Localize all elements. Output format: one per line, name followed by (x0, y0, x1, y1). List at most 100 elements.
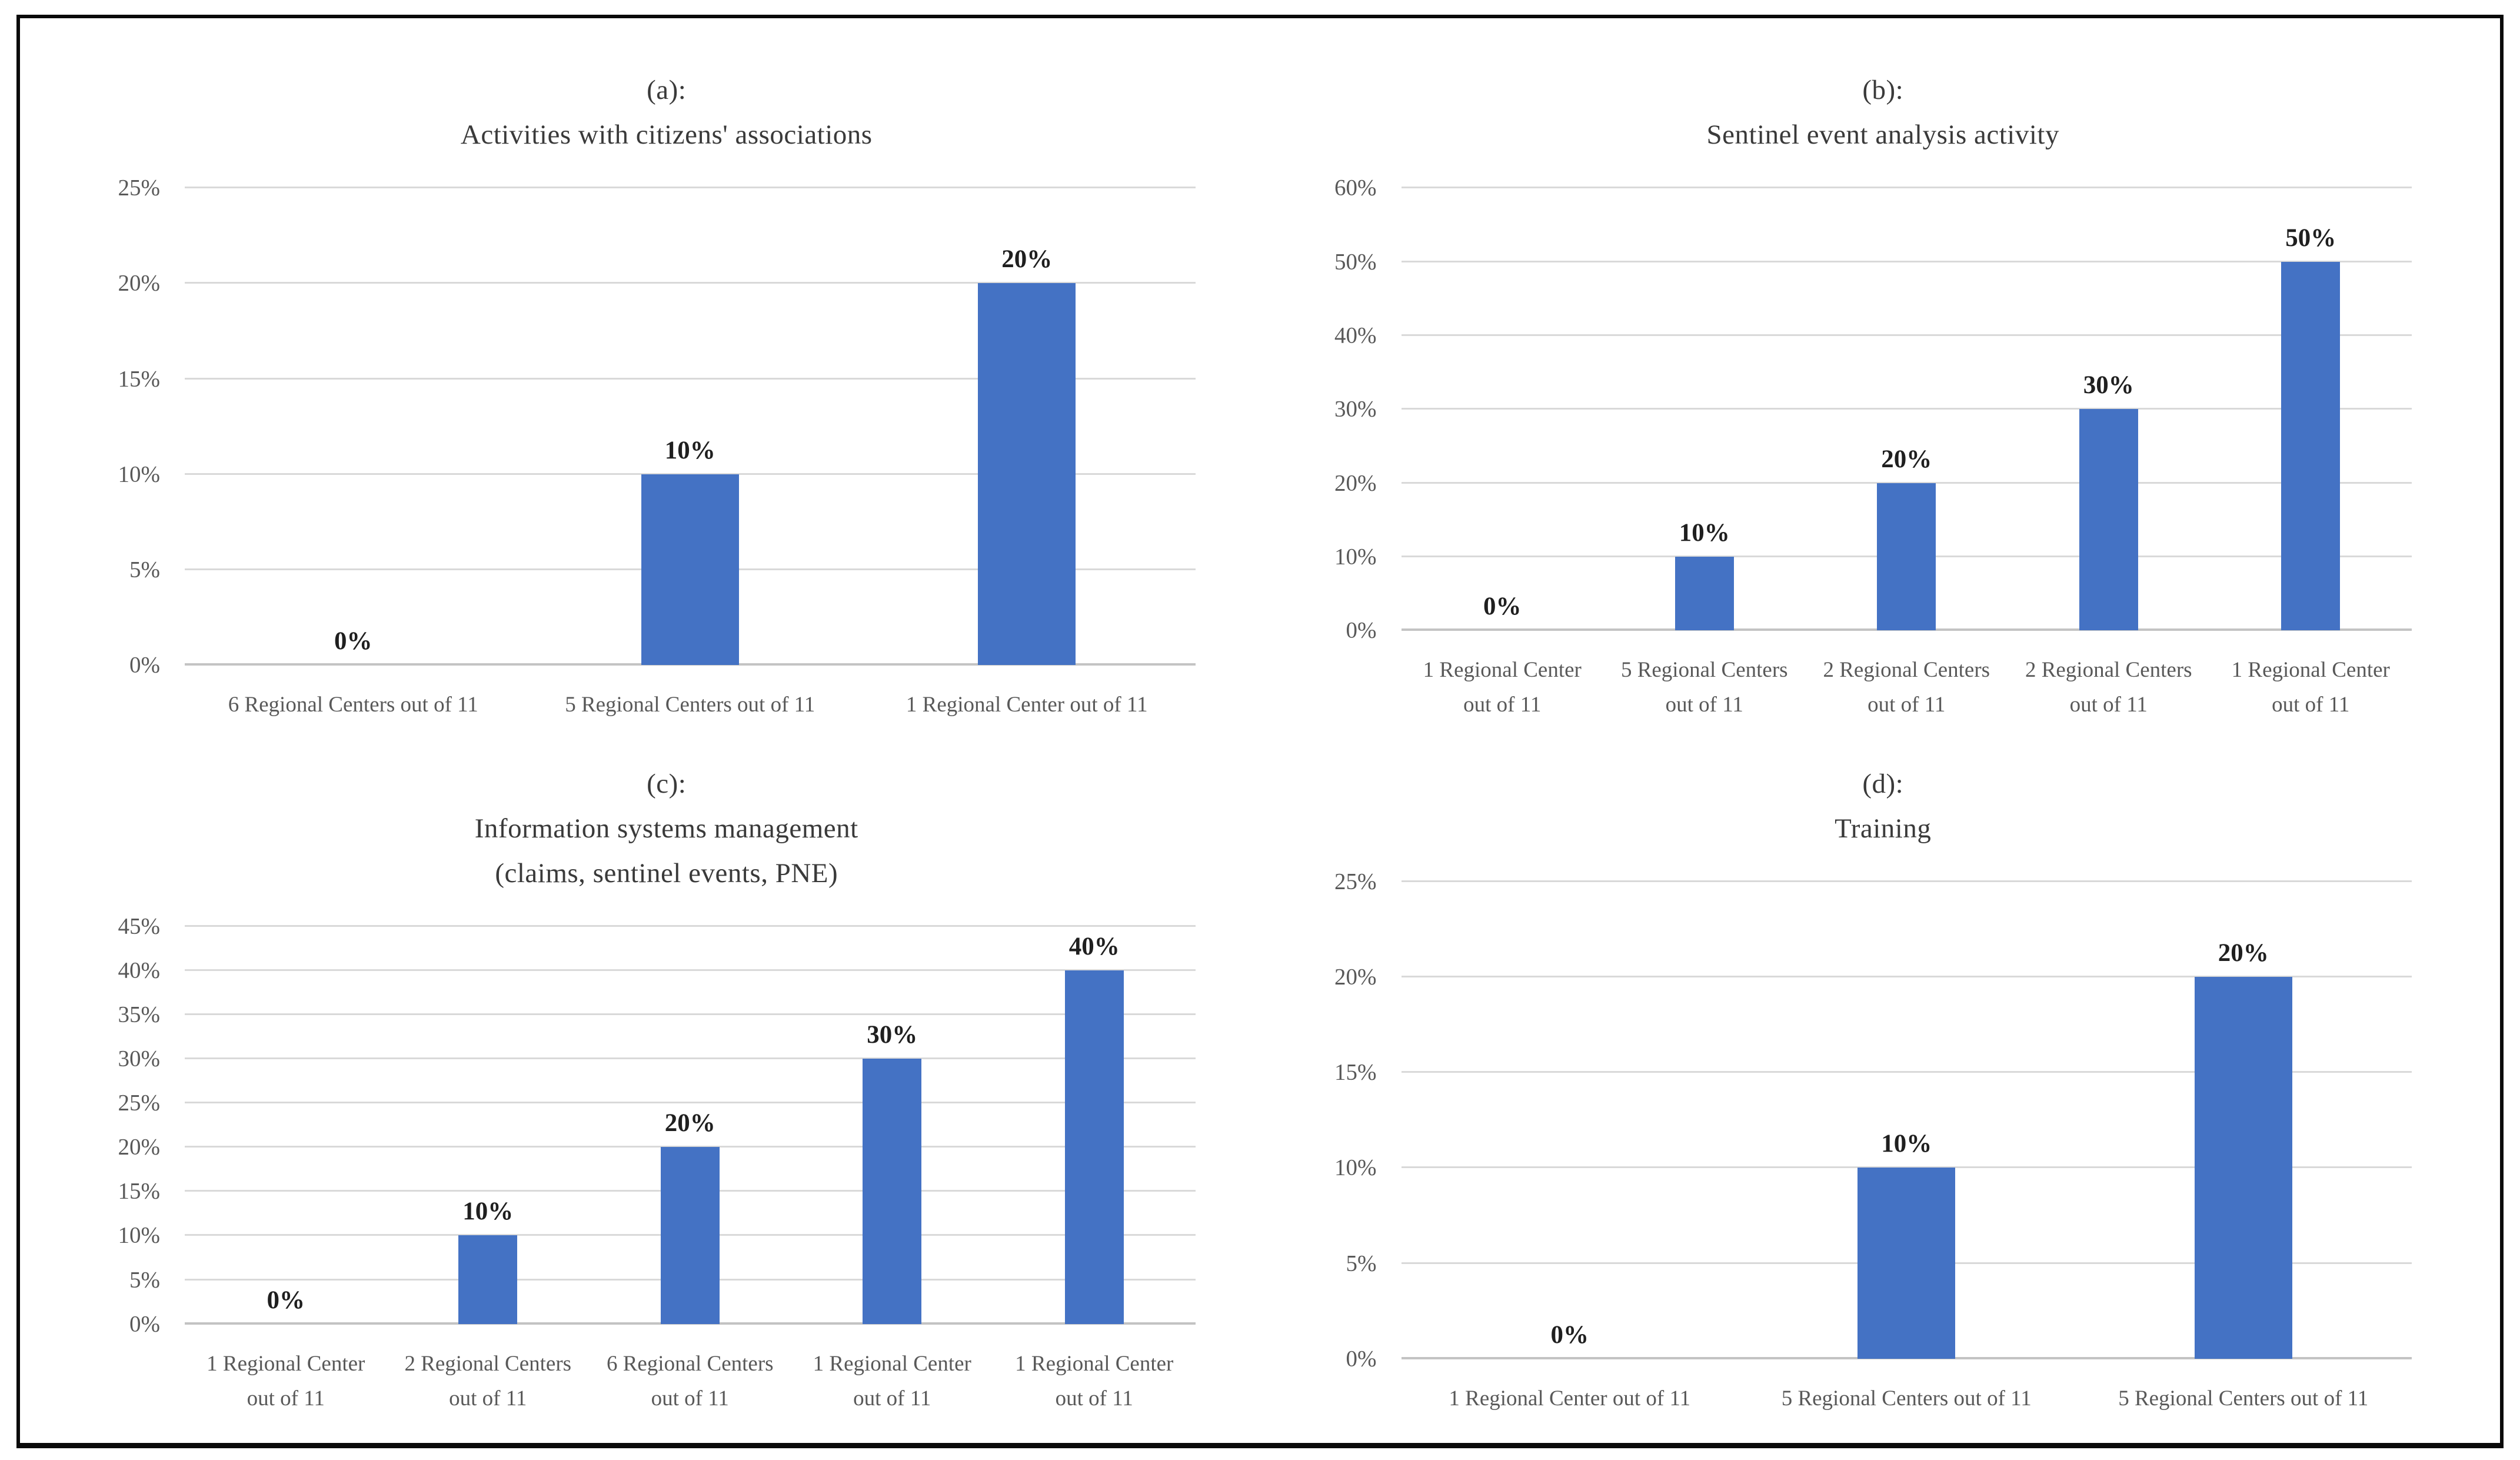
gridline (1401, 880, 2412, 882)
y-tick-label: 10% (118, 1222, 161, 1248)
plot-area: 0% 10% 20% (185, 187, 1196, 666)
x-category-label-line: 1 Regional Center out of 11 (906, 693, 1148, 717)
bar-value-label: 20% (1001, 245, 1053, 274)
bar-value-label: 10% (664, 436, 715, 464)
chart-title-line: (c): (647, 768, 687, 799)
bar-value-label: 0% (334, 627, 372, 656)
chart-title-line: Activities with citizens' associations (460, 119, 873, 151)
y-tick-label: 10% (118, 461, 161, 487)
chart-title-line: (d): (1862, 768, 1904, 799)
y-tick-label: 30% (1334, 396, 1377, 422)
x-category-label-line: 2 Regional Centers (404, 1351, 572, 1376)
bar (2079, 409, 2138, 631)
y-tick-label: 5% (129, 557, 160, 583)
bar (1064, 970, 1124, 1324)
gridline (1401, 975, 2412, 977)
x-category-label-line: 1 Regional Center (2231, 658, 2390, 683)
bar-value-label: 20% (664, 1109, 715, 1138)
gridline (185, 282, 1196, 284)
plot-area: 0% 10% 20% 30% 40% (185, 924, 1196, 1325)
y-tick-label: 60% (1334, 175, 1377, 201)
y-tick-label: 0% (1346, 1346, 1377, 1372)
x-axis-labels: 1 Regional Center out of 11 5 Regional Ce… (1402, 1359, 2412, 1416)
gridline (185, 1013, 1196, 1016)
x-category-label: 5 Regional Centers out of 11 (2075, 1381, 2412, 1416)
y-tick-label: 20% (118, 1134, 161, 1160)
y-tick-label: 0% (129, 1311, 160, 1337)
x-category-label-line: 6 Regional Centers out of 11 (228, 693, 478, 717)
x-category-label: 1 Regional Center out of 11 (858, 687, 1196, 722)
x-category-label-line: 1 Regional Center (207, 1351, 365, 1376)
gridline (1401, 334, 2412, 336)
y-axis: 25% 20% 15% 10% 5% 0% (1301, 869, 1402, 1371)
x-axis-labels: 1 Regional Center out of 11 5 Regional Cen… (1402, 630, 2412, 722)
y-tick-label: 15% (118, 366, 161, 392)
gridline (185, 969, 1196, 971)
gridline (185, 1146, 1196, 1148)
x-category-label-line: out of 11 (2069, 693, 2148, 717)
x-category-label-line: 2 Regional Centers (2025, 658, 2192, 683)
gridline (185, 187, 1196, 189)
x-category-label-line: 1 Regional Center out of 11 (1449, 1386, 1691, 1411)
chart-title-line: (a): (647, 75, 687, 105)
x-category-label-line: out of 11 (1665, 693, 1743, 717)
bar-value-label: 20% (1881, 445, 1932, 473)
x-category-label-line: 5 Regional Centers out of 11 (565, 693, 815, 717)
y-tick-label: 10% (1334, 1155, 1377, 1180)
x-category-label-line: 1 Regional Center (1015, 1351, 1174, 1376)
x-axis-labels: 1 Regional Center out of 11 2 Regional Cen… (185, 1324, 1196, 1416)
panel-c: (c): Information systems management (claim… (44, 729, 1260, 1422)
x-category-label: 1 Regional Center out of 11 (993, 1346, 1196, 1416)
bar-value-label: 10% (1881, 1130, 1932, 1158)
x-axis-labels: 6 Regional Centers out of 11 5 Regional C… (185, 665, 1196, 722)
x-category-label: 6 Regional Centers out of 11 (589, 1346, 791, 1416)
bar (978, 283, 1076, 666)
y-tick-label: 20% (1334, 964, 1377, 990)
bar-value-label: 0% (1550, 1321, 1589, 1349)
chart-title-line: (b): (1862, 75, 1904, 105)
x-category-label: 2 Regional Centers out of 11 (387, 1346, 590, 1416)
y-tick-label: 25% (118, 175, 161, 201)
bar (1877, 483, 1936, 631)
panel-d: (d): Training 25% 20% 15% 10% 5% 0% 0% 10% 20% 1 Re… (1260, 729, 2477, 1422)
y-tick-label: 50% (1334, 249, 1377, 275)
chart-title: (a): Activities with citizens' associatio… (138, 68, 1196, 157)
chart-title-line: Information systems management (474, 813, 858, 844)
x-category-label-line: out of 11 (1055, 1386, 1133, 1411)
x-category-label-line: 5 Regional Centers (1620, 658, 1788, 683)
chart-area: 25% 20% 15% 10% 5% 0% 0% 10% 20% 1 Regional Cente… (1301, 869, 2412, 1416)
gridline (1401, 260, 2412, 262)
gridline (1401, 1071, 2412, 1073)
y-tick-label: 0% (1346, 617, 1377, 643)
y-tick-label: 20% (1334, 470, 1377, 495)
chart-area: 45% 40% 35% 30% 25% 20% 15% 10% 5% 0% 0% 10% 20% 30% 4… (85, 913, 1196, 1416)
x-category-label-line: out of 11 (651, 1386, 729, 1411)
y-tick-label: 25% (118, 1090, 161, 1116)
y-tick-label: 5% (1346, 1251, 1377, 1276)
panel-b: (b): Sentinel event analysis activity 60% 5… (1260, 35, 2477, 729)
y-tick-label: 40% (118, 957, 161, 983)
x-category-label: 2 Regional Centers out of 11 (2008, 653, 2210, 722)
chart-area: 25% 20% 15% 10% 5% 0% 0% 10% 20% 6 Regional Cente… (85, 175, 1196, 722)
bar (458, 1235, 518, 1324)
chart-title: (d): Training (1354, 761, 2412, 851)
x-category-label-line: out of 11 (449, 1386, 527, 1411)
x-category-label: 1 Regional Center out of 11 (185, 1346, 387, 1416)
x-category-label-line: 1 Regional Center (1423, 658, 1582, 683)
x-category-label-line: 6 Regional Centers (606, 1351, 774, 1376)
plot-area: 0% 10% 20% (1401, 880, 2412, 1359)
y-axis: 45% 40% 35% 30% 25% 20% 15% 10% 5% 0% (85, 913, 185, 1336)
bar (2194, 976, 2292, 1359)
gridline (185, 377, 1196, 380)
gridline (1401, 1166, 2412, 1169)
y-tick-label: 0% (129, 652, 160, 678)
gridline (1401, 187, 2412, 189)
x-category-label-line: out of 11 (2272, 693, 2350, 717)
x-category-label: 5 Regional Centers out of 11 (1738, 1381, 2075, 1416)
x-category-label-line: 5 Regional Centers out of 11 (2118, 1386, 2369, 1411)
x-category-label: 2 Regional Centers out of 11 (1806, 653, 2008, 722)
panel-a: (a): Activities with citizens' associatio… (44, 35, 1260, 729)
y-tick-label: 40% (1334, 322, 1377, 348)
x-category-label-line: 5 Regional Centers out of 11 (1781, 1386, 2032, 1411)
gridline (1401, 408, 2412, 410)
